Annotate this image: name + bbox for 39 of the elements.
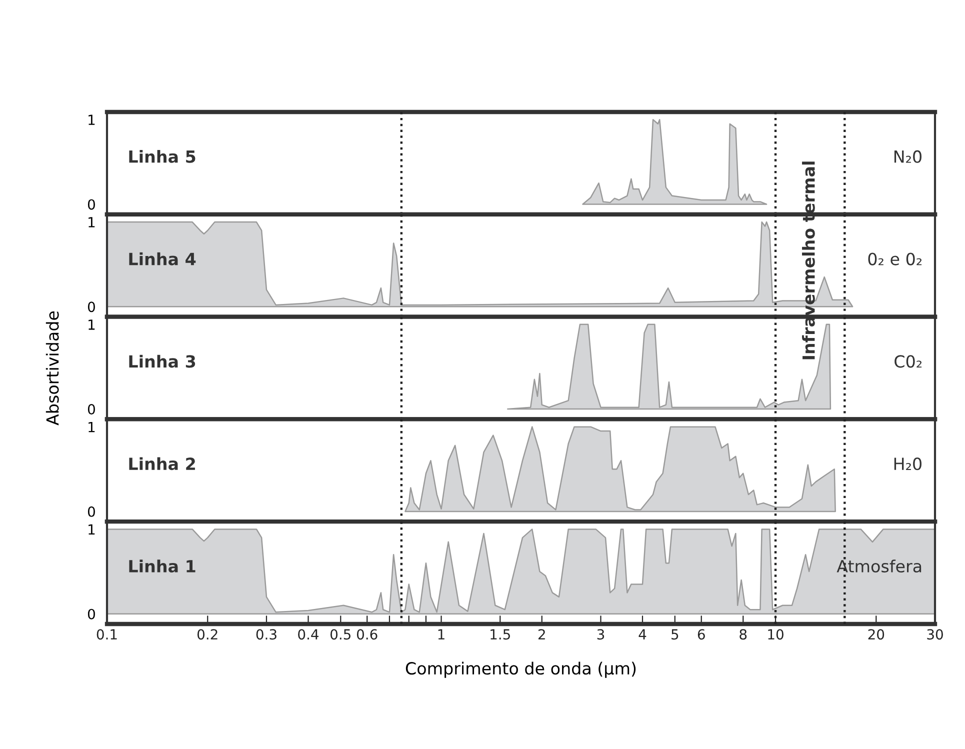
annotation: 0₂ e 0₂ [868, 252, 922, 266]
x-tick-label: 0.4 [298, 629, 319, 640]
y-axis-title: Absortividade [46, 311, 59, 426]
annotation: C0₂ [894, 355, 922, 368]
x-tick-label: 2 [538, 629, 545, 640]
annotation: Linha 4 [129, 252, 196, 266]
x-tick-label: 8 [740, 629, 747, 640]
x-tick-label: 30 [927, 629, 943, 640]
x-tick-label: 10 [768, 629, 784, 640]
annotation: Atmosfera [836, 560, 922, 573]
x-axis-title: Comprimento de onda (µm) [406, 662, 636, 678]
x-tick-label: 0.2 [197, 629, 218, 640]
x-tick-label: 4 [638, 629, 646, 640]
y-tick-label: 0 [88, 506, 95, 517]
y-tick-label: 0 [88, 302, 95, 312]
x-tick-label: 0.5 [330, 629, 350, 640]
y-tick-label: 1 [88, 422, 95, 432]
x-tick-label: 0.6 [356, 629, 378, 640]
y-tick-label: 1 [88, 217, 95, 228]
x-tick-label: 20 [868, 629, 884, 640]
x-tick-label: 0.1 [96, 629, 117, 640]
x-tick-label: 5 [672, 629, 678, 640]
x-tick-label: 0.3 [256, 629, 276, 640]
annotation: H₂0 [894, 458, 922, 470]
annotation: Linha 5 [129, 150, 196, 163]
x-tick-label: 3 [597, 629, 604, 640]
y-tick-label: 1 [88, 114, 95, 125]
annotation: N₂0 [894, 150, 922, 163]
x-tick-label: 1 [438, 629, 444, 640]
y-tick-label: 1 [88, 320, 95, 330]
y-tick-label: 0 [88, 199, 95, 210]
annotation: Linha 3 [129, 354, 196, 368]
x-tick-label: 6 [698, 629, 705, 640]
annotation: Linha 1 [129, 560, 196, 573]
annotation: Linha 2 [129, 457, 195, 470]
y-tick-label: 1 [88, 524, 95, 534]
y-tick-label: 0 [88, 404, 95, 415]
x-tick-label: 1.5 [490, 629, 510, 640]
y-tick-label: 0 [88, 608, 95, 620]
